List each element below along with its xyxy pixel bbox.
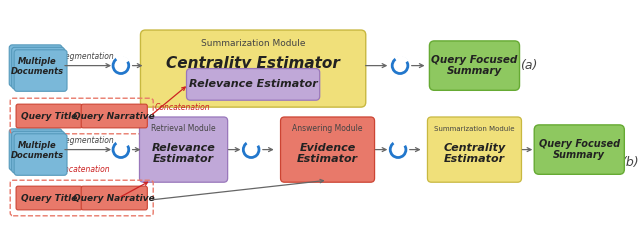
Wedge shape bbox=[393, 140, 406, 150]
FancyBboxPatch shape bbox=[81, 104, 147, 128]
Wedge shape bbox=[246, 140, 260, 150]
FancyBboxPatch shape bbox=[186, 69, 320, 100]
FancyBboxPatch shape bbox=[81, 186, 147, 210]
Text: Query Narrative: Query Narrative bbox=[74, 112, 155, 120]
FancyBboxPatch shape bbox=[140, 30, 365, 107]
Text: Query Title: Query Title bbox=[21, 112, 77, 120]
FancyBboxPatch shape bbox=[16, 186, 82, 210]
Text: Concatenation: Concatenation bbox=[154, 103, 210, 112]
Text: Summarization Module: Summarization Module bbox=[434, 126, 515, 132]
Text: Answering Module: Answering Module bbox=[292, 124, 363, 133]
Wedge shape bbox=[392, 140, 398, 150]
Text: Query Narrative: Query Narrative bbox=[74, 194, 155, 202]
Text: Evidence
Estimator: Evidence Estimator bbox=[297, 143, 358, 164]
Wedge shape bbox=[115, 140, 121, 150]
Text: Retrieval Module: Retrieval Module bbox=[151, 124, 216, 133]
Text: Segmentation: Segmentation bbox=[61, 52, 115, 61]
FancyBboxPatch shape bbox=[12, 47, 65, 89]
Text: Query Focused
Summary: Query Focused Summary bbox=[431, 55, 518, 76]
Text: Segmentation: Segmentation bbox=[61, 136, 115, 145]
Wedge shape bbox=[115, 56, 121, 66]
Text: (a): (a) bbox=[520, 59, 537, 72]
Text: Centrality
Estimator: Centrality Estimator bbox=[444, 143, 506, 164]
FancyBboxPatch shape bbox=[12, 131, 65, 173]
Wedge shape bbox=[116, 140, 129, 150]
FancyBboxPatch shape bbox=[429, 41, 520, 90]
Text: (b): (b) bbox=[621, 156, 639, 169]
Text: Multiple
Documents: Multiple Documents bbox=[11, 141, 64, 160]
Text: Relevance
Estimator: Relevance Estimator bbox=[152, 143, 216, 164]
Text: Query Focused
Summary: Query Focused Summary bbox=[539, 139, 620, 160]
Wedge shape bbox=[116, 56, 129, 66]
Text: Query Title: Query Title bbox=[21, 194, 77, 202]
FancyBboxPatch shape bbox=[140, 117, 228, 182]
FancyBboxPatch shape bbox=[16, 104, 82, 128]
FancyBboxPatch shape bbox=[428, 117, 522, 182]
FancyBboxPatch shape bbox=[280, 117, 374, 182]
FancyBboxPatch shape bbox=[534, 125, 625, 174]
FancyBboxPatch shape bbox=[9, 129, 62, 170]
Text: Relevance Estimator: Relevance Estimator bbox=[189, 79, 317, 89]
Text: Multiple
Documents: Multiple Documents bbox=[11, 57, 64, 76]
Wedge shape bbox=[394, 56, 400, 66]
FancyBboxPatch shape bbox=[14, 134, 67, 175]
FancyBboxPatch shape bbox=[14, 50, 67, 91]
Text: Concatenation: Concatenation bbox=[54, 165, 110, 174]
Wedge shape bbox=[246, 140, 251, 150]
Text: Summarization Module: Summarization Module bbox=[201, 39, 305, 48]
FancyBboxPatch shape bbox=[9, 45, 62, 86]
Wedge shape bbox=[395, 56, 408, 66]
Text: Centrality Estimator: Centrality Estimator bbox=[166, 56, 340, 71]
